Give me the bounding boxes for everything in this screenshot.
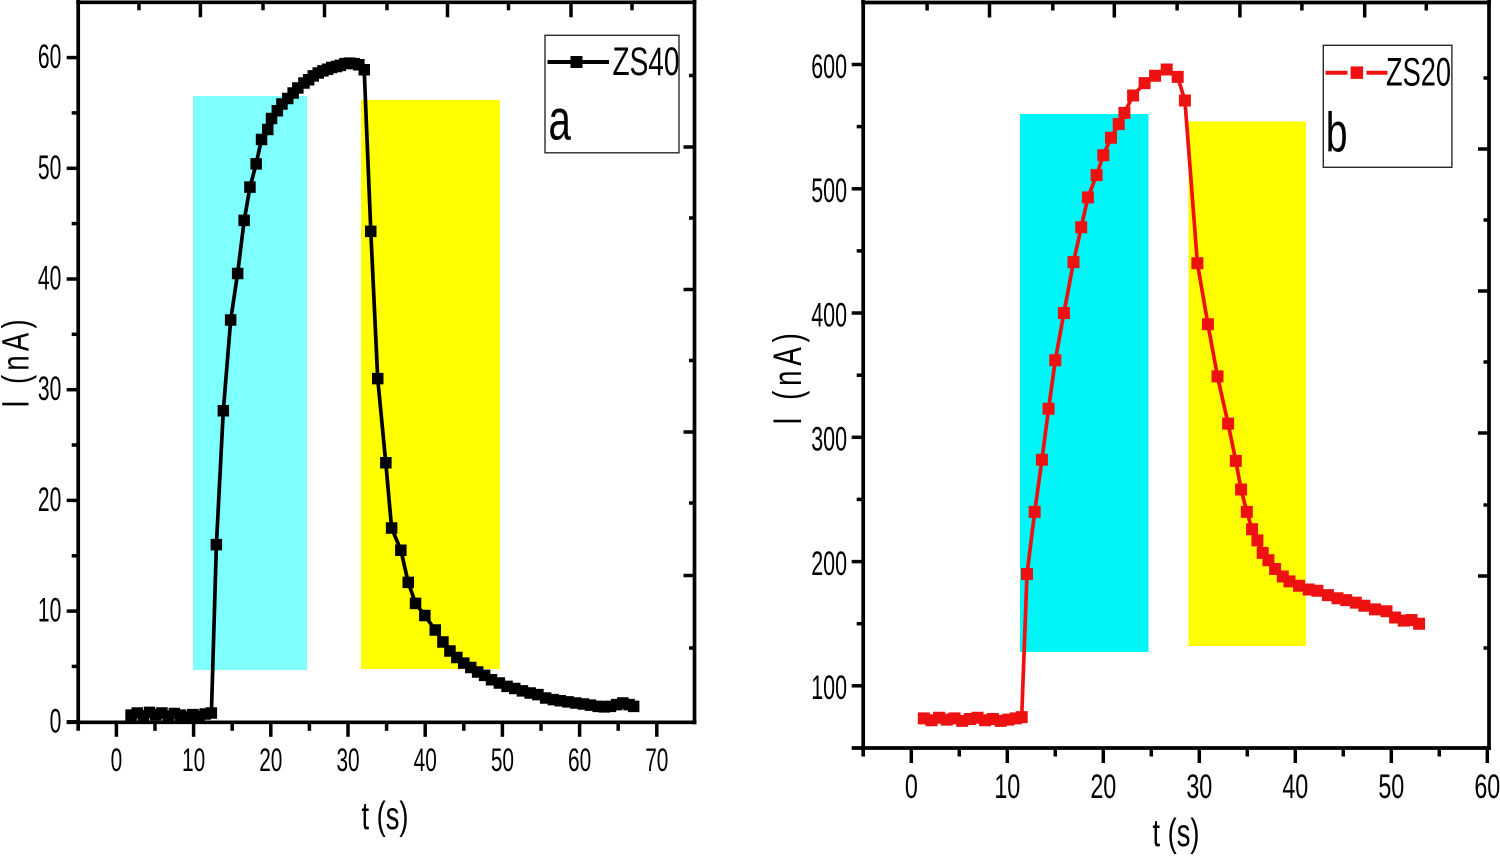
svg-text:600: 600 — [811, 48, 847, 86]
svg-text:70: 70 — [645, 743, 668, 779]
svg-text:40: 40 — [38, 259, 61, 298]
svg-text:ZS20: ZS20 — [1386, 51, 1451, 95]
svg-text:a: a — [549, 87, 572, 152]
svg-text:30: 30 — [1186, 768, 1212, 807]
svg-text:0: 0 — [50, 702, 62, 741]
svg-text:30: 30 — [38, 370, 61, 409]
svg-text:t (s): t (s) — [1153, 812, 1200, 855]
svg-text:20: 20 — [259, 743, 282, 779]
svg-text:50: 50 — [491, 743, 514, 779]
svg-text:10: 10 — [994, 768, 1020, 807]
svg-text:I (nA): I (nA) — [766, 328, 810, 424]
svg-text:60: 60 — [1474, 768, 1500, 807]
svg-text:400: 400 — [811, 296, 847, 334]
svg-text:10: 10 — [38, 591, 61, 630]
svg-text:0: 0 — [905, 768, 918, 807]
svg-text:10: 10 — [182, 743, 205, 779]
svg-text:40: 40 — [1282, 768, 1308, 807]
svg-text:30: 30 — [336, 743, 359, 779]
svg-text:300: 300 — [811, 421, 847, 459]
svg-text:20: 20 — [38, 481, 61, 520]
svg-text:50: 50 — [38, 149, 61, 188]
svg-text:50: 50 — [1378, 768, 1404, 807]
svg-text:200: 200 — [811, 545, 847, 583]
svg-text:500: 500 — [811, 172, 847, 210]
svg-text:40: 40 — [414, 743, 437, 779]
svg-text:b: b — [1326, 102, 1348, 165]
svg-text:60: 60 — [568, 743, 591, 779]
svg-text:I (nA): I (nA) — [0, 315, 38, 408]
svg-text:60: 60 — [38, 38, 61, 77]
svg-text:0: 0 — [111, 743, 123, 779]
svg-text:100: 100 — [811, 669, 847, 707]
svg-text:ZS40: ZS40 — [613, 40, 680, 84]
svg-text:t (s): t (s) — [362, 795, 409, 838]
svg-text:20: 20 — [1090, 768, 1116, 807]
